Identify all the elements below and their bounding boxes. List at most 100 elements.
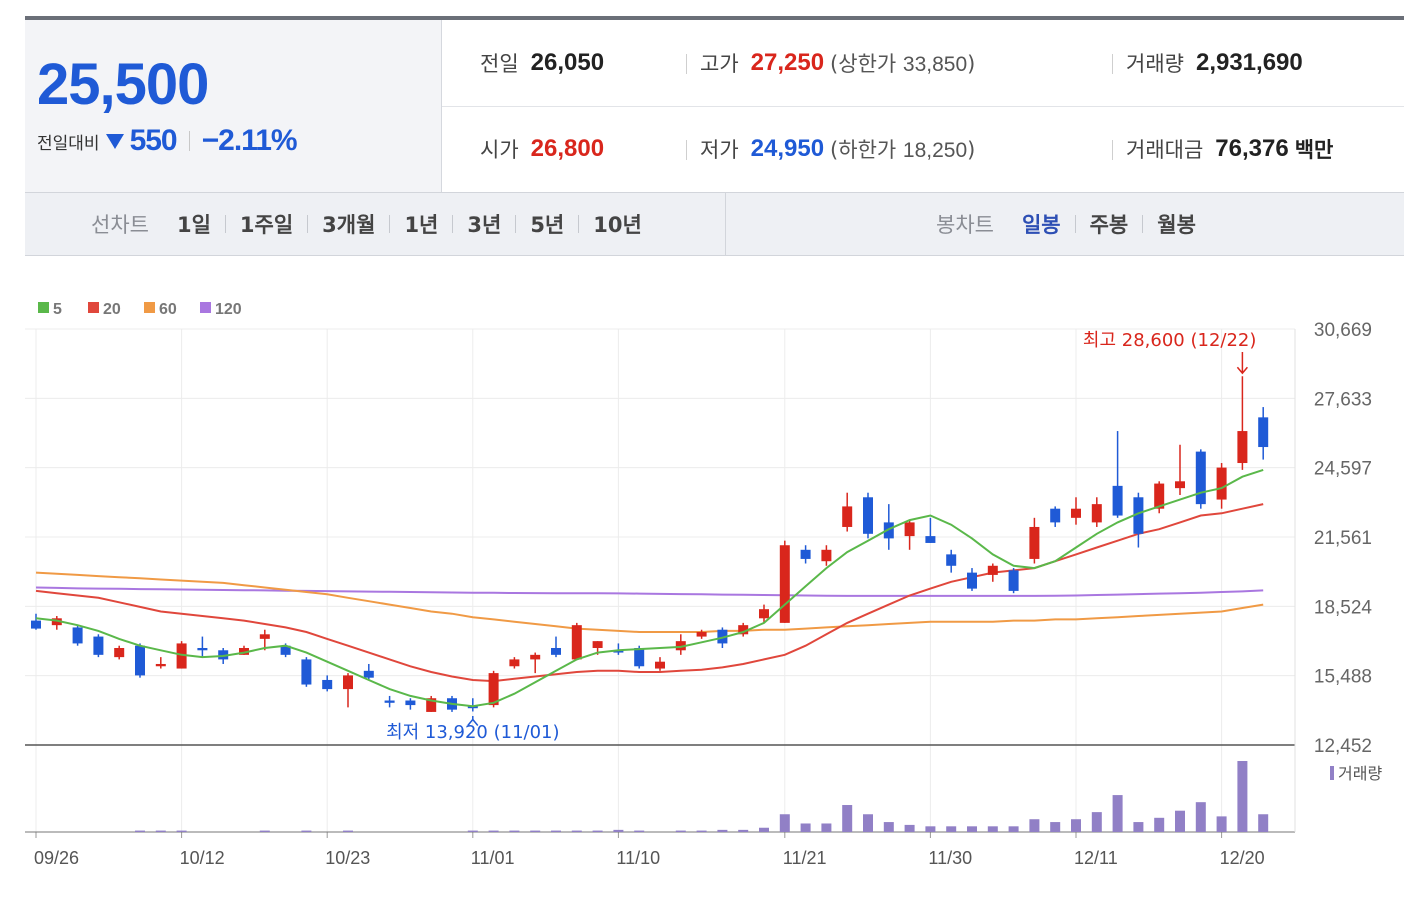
candle-body: [1112, 485, 1123, 516]
candle-body: [530, 654, 541, 660]
tab-5y[interactable]: 5년: [530, 213, 565, 237]
candle-down: [925, 517, 936, 543]
volume-bar: [135, 830, 145, 832]
high-price: 고가 27,250 (상한가 33,850): [700, 20, 975, 106]
open-value: 26,800: [530, 135, 605, 162]
divider: [1074, 215, 1076, 233]
lower-limit-value: 18,250: [902, 139, 968, 162]
candle-body: [51, 618, 62, 626]
tab-3y[interactable]: 3년: [467, 213, 502, 237]
candle-body: [571, 625, 582, 660]
y-tick-label: 15,488: [1314, 667, 1372, 688]
upper-limit: (상한가 33,850): [830, 52, 976, 76]
candle-up: [1154, 481, 1165, 514]
candle-down: [384, 695, 395, 708]
volume-bar: [925, 826, 936, 832]
low-arrow: [467, 716, 479, 726]
candle-up: [571, 622, 582, 660]
volume-bar: [1050, 822, 1061, 832]
tab-1w[interactable]: 1주일: [239, 213, 294, 237]
candle-body: [239, 647, 249, 655]
x-tick-label: 10/12: [180, 848, 225, 868]
candle-body: [1237, 431, 1248, 464]
volume-bar: [967, 826, 977, 832]
price-change-row: 전일대비 550 −2.11%: [37, 124, 298, 158]
chart-period-tabs: 선차트 1일 1주일 3개월 1년 3년 5년 10년 봉차트 일봉 주봉 월봉: [25, 192, 1404, 256]
price-info-grid: 전일 26,050 고가 27,250 (상한가 33,850) 거래량 2,9…: [442, 20, 1404, 192]
x-tick-label: 12/20: [1220, 848, 1265, 868]
candle-body: [946, 554, 957, 566]
candle-up: [1029, 517, 1040, 564]
high-label: 고가: [700, 52, 739, 76]
legend-label: 20: [103, 301, 121, 318]
candle-down: [405, 698, 416, 710]
tab-daily[interactable]: 일봉: [1021, 213, 1061, 237]
candle-down: [1050, 506, 1061, 527]
volume-bar: [1091, 812, 1102, 832]
legend-label: 5: [53, 301, 62, 318]
prev-close-value: 26,050: [530, 49, 605, 76]
tab-1d[interactable]: 1일: [176, 213, 211, 237]
volume-legend-swatch: [1330, 766, 1334, 780]
volume-bar: [155, 830, 166, 832]
low-label: 저가: [700, 138, 739, 162]
candle-body: [363, 670, 374, 678]
volume-bar: [1237, 761, 1248, 832]
candle-up: [655, 657, 665, 671]
tab-3m[interactable]: 3개월: [322, 213, 376, 237]
trade-amount: 거래대금 76,376 백만: [1126, 106, 1333, 192]
legend-swatch: [88, 302, 99, 313]
candle-body: [1195, 451, 1206, 505]
high-annotation: 최고 28,600 (12/22): [1083, 330, 1256, 351]
ma60-line: [35, 571, 1264, 633]
candle-body: [467, 706, 478, 709]
candle-body: [987, 565, 998, 575]
x-tick-label: 09/26: [34, 848, 79, 868]
candle-body: [738, 625, 749, 635]
volume-label: 거래량: [1126, 52, 1184, 76]
candle-up: [259, 629, 270, 651]
divider: [389, 215, 391, 233]
candle-down: [967, 568, 977, 591]
volume-bar: [1029, 819, 1040, 832]
volume-bar: [946, 826, 957, 832]
legend-item: 20: [88, 301, 121, 318]
candle-body: [842, 506, 853, 527]
y-tick-label: 24,597: [1314, 459, 1372, 480]
tab-1y[interactable]: 1년: [404, 213, 439, 237]
y-tick-label: 12,452: [1314, 736, 1372, 757]
low-price: 저가 24,950 (하한가 18,250): [700, 106, 975, 192]
candle-body: [384, 700, 395, 703]
tab-monthly[interactable]: 월봉: [1157, 213, 1196, 237]
candle-up: [842, 492, 853, 532]
tab-10y[interactable]: 10년: [593, 213, 642, 237]
candle-body: [759, 609, 769, 619]
legend-item: 60: [144, 301, 177, 318]
candle-down: [135, 643, 145, 678]
candle-down: [72, 625, 83, 646]
upper-limit-label: 상한가: [838, 52, 897, 76]
candle-body: [509, 659, 520, 667]
candle-body: [72, 627, 83, 644]
candle-body: [613, 650, 624, 653]
open-label: 시가: [480, 138, 519, 162]
candle-down: [1258, 407, 1269, 460]
candle-up: [904, 520, 915, 550]
volume-bar: [530, 830, 541, 832]
volume-bar: [759, 827, 769, 832]
volume-bar: [1008, 826, 1019, 832]
y-tick-label: 21,561: [1314, 528, 1372, 549]
candle-body: [1216, 467, 1227, 500]
volume-bar: [1133, 822, 1144, 832]
candle-up: [530, 652, 541, 674]
candle-up: [738, 622, 749, 637]
divider: [1112, 54, 1113, 74]
candle-body: [717, 629, 728, 644]
volume-bar: [488, 830, 499, 832]
volume-bar: [1154, 817, 1165, 832]
candle-body: [135, 645, 145, 676]
tab-weekly[interactable]: 주봉: [1089, 213, 1129, 237]
x-tick-label: 11/10: [616, 848, 660, 868]
candle-body: [197, 647, 208, 651]
